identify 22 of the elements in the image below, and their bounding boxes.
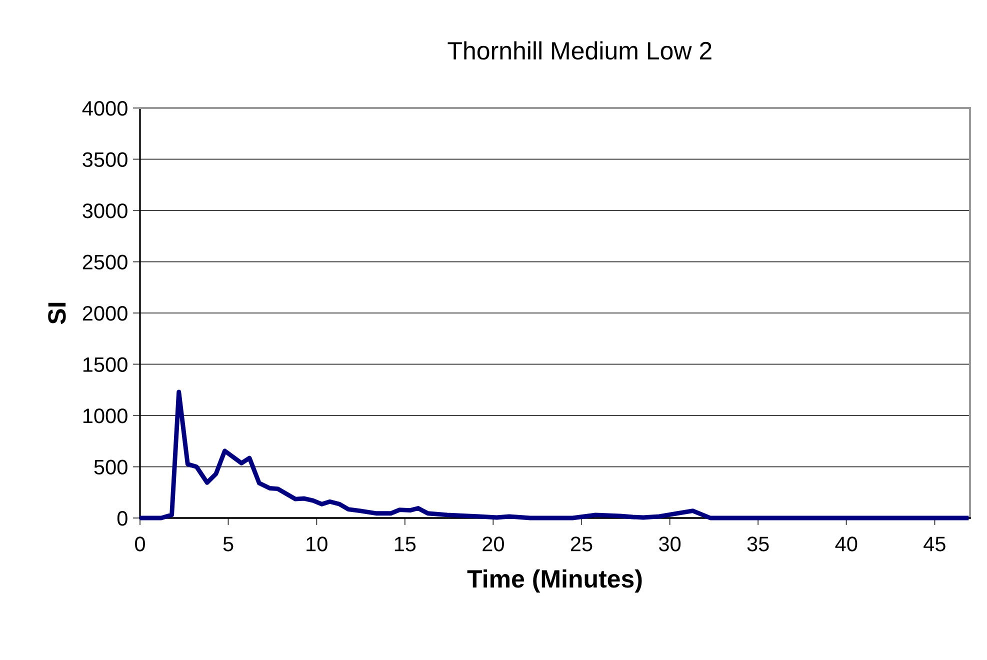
y-tick-label: 4000 [82,101,128,116]
x-tick-label: 35 [747,536,769,552]
x-tick-label: 20 [482,536,504,552]
x-tick-label: 25 [570,536,592,552]
y-tick-label: 1500 [83,357,128,372]
x-tick-label: 30 [658,536,681,552]
x-tick-label: 45 [924,536,946,552]
y-tick-label: 0 [117,511,128,526]
y-tick-label: 2500 [82,254,128,270]
x-tick-label: 5 [223,536,234,552]
y-tick-label: 1000 [83,408,128,424]
x-tick-label: 15 [394,536,416,552]
x-tick-label: 0 [135,536,145,552]
x-tick-label: 40 [835,536,858,552]
y-axis-title: SI [48,302,66,324]
y-tick-label: 500 [94,460,128,475]
y-tick-label: 3500 [82,152,128,168]
chart-title: Thornhill Medium Low 2 [448,41,712,60]
x-axis-title: Time (Minutes) [467,569,642,593]
y-tick-label: 2000 [82,306,128,321]
y-tick-label: 3000 [82,204,128,218]
x-tick-label: 10 [306,536,328,552]
